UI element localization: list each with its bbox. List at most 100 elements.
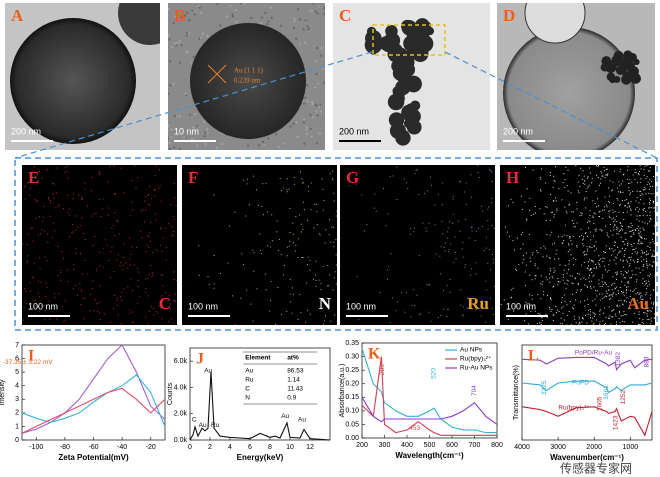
signal-dot [563,173,565,175]
signal-dot [545,206,547,208]
signal-dot [322,265,324,267]
signal-dot [554,270,556,272]
signal-dot [57,245,59,247]
signal-dot [643,203,645,205]
signal-dot [629,307,631,309]
signal-dot [608,295,610,297]
signal-dot [415,169,417,171]
y-tick-label: 0.0k [174,437,188,444]
signal-dot [470,227,472,229]
signal-dot [83,318,85,320]
signal-dot [614,219,616,221]
signal-dot [175,205,177,207]
signal-dot [628,190,630,192]
signal-dot [626,297,628,299]
signal-dot [588,227,590,229]
signal-dot [530,310,532,312]
signal-dot [616,305,618,307]
signal-dot [631,253,633,255]
signal-dot [650,219,652,221]
signal-dot [475,273,477,275]
signal-dot [607,234,609,236]
signal-dot [639,190,641,192]
particle [118,3,160,45]
signal-dot [553,267,555,269]
signal-dot [568,244,570,246]
noise [263,143,266,147]
noise [310,9,314,13]
signal-dot [586,253,588,255]
signal-dot [520,248,522,250]
signal-dot [652,255,654,257]
signal-dot [524,320,526,322]
signal-dot [639,324,641,325]
signal-dot [568,263,570,265]
cluster [422,21,432,31]
signal-dot [32,240,34,242]
signal-dot [609,298,611,300]
signal-dot [632,229,634,231]
noise [296,8,300,11]
signal-dot [608,202,610,204]
signal-dot [62,306,64,308]
x-axis-label: Zeta Potential(mV) [58,453,129,462]
signal-dot [293,176,295,178]
signal-dot [640,236,642,238]
signal-dot [198,245,200,247]
signal-dot [323,200,325,202]
signal-dot [633,233,635,235]
signal-dot [485,321,487,323]
signal-dot [640,260,642,262]
signal-dot [616,187,618,189]
noise [319,110,322,113]
signal-dot [591,259,593,261]
signal-dot [72,223,74,225]
noise [314,85,317,89]
signal-dot [462,315,464,317]
signal-dot [23,306,25,308]
signal-dot [614,210,616,212]
signal-dot [630,230,632,232]
signal-dot [608,211,610,213]
noise [323,81,325,84]
signal-dot [289,240,291,242]
signal-dot [315,260,317,262]
signal-dot [491,202,493,204]
signal-dot [482,210,484,212]
signal-dot [552,186,554,188]
signal-dot [427,190,429,192]
signal-dot [147,295,149,297]
signal-dot [176,279,177,281]
signal-dot [570,192,572,194]
signal-dot [582,182,584,184]
signal-dot [564,186,566,188]
signal-dot [424,192,426,194]
signal-dot [553,179,555,181]
signal-dot [109,165,111,167]
signal-dot [462,306,464,308]
signal-dot [299,214,301,216]
signal-dot [606,290,608,292]
signal-dot [548,273,550,275]
signal-dot [626,199,628,201]
signal-dot [555,311,557,313]
signal-dot [133,321,135,323]
signal-dot [40,281,42,283]
signal-dot [563,234,565,236]
signal-dot [639,215,641,217]
signal-dot [510,198,512,200]
signal-dot [576,246,578,248]
signal-dot [122,269,124,271]
signal-dot [162,285,164,287]
signal-dot [510,296,512,298]
signal-dot [120,323,122,325]
signal-dot [524,201,526,203]
series-line [521,406,653,437]
signal-dot [639,165,641,167]
signal-dot [266,211,268,213]
noise [307,28,310,32]
signal-dot [564,282,566,284]
signal-dot [562,276,564,278]
signal-dot [548,257,550,259]
signal-dot [374,193,376,195]
